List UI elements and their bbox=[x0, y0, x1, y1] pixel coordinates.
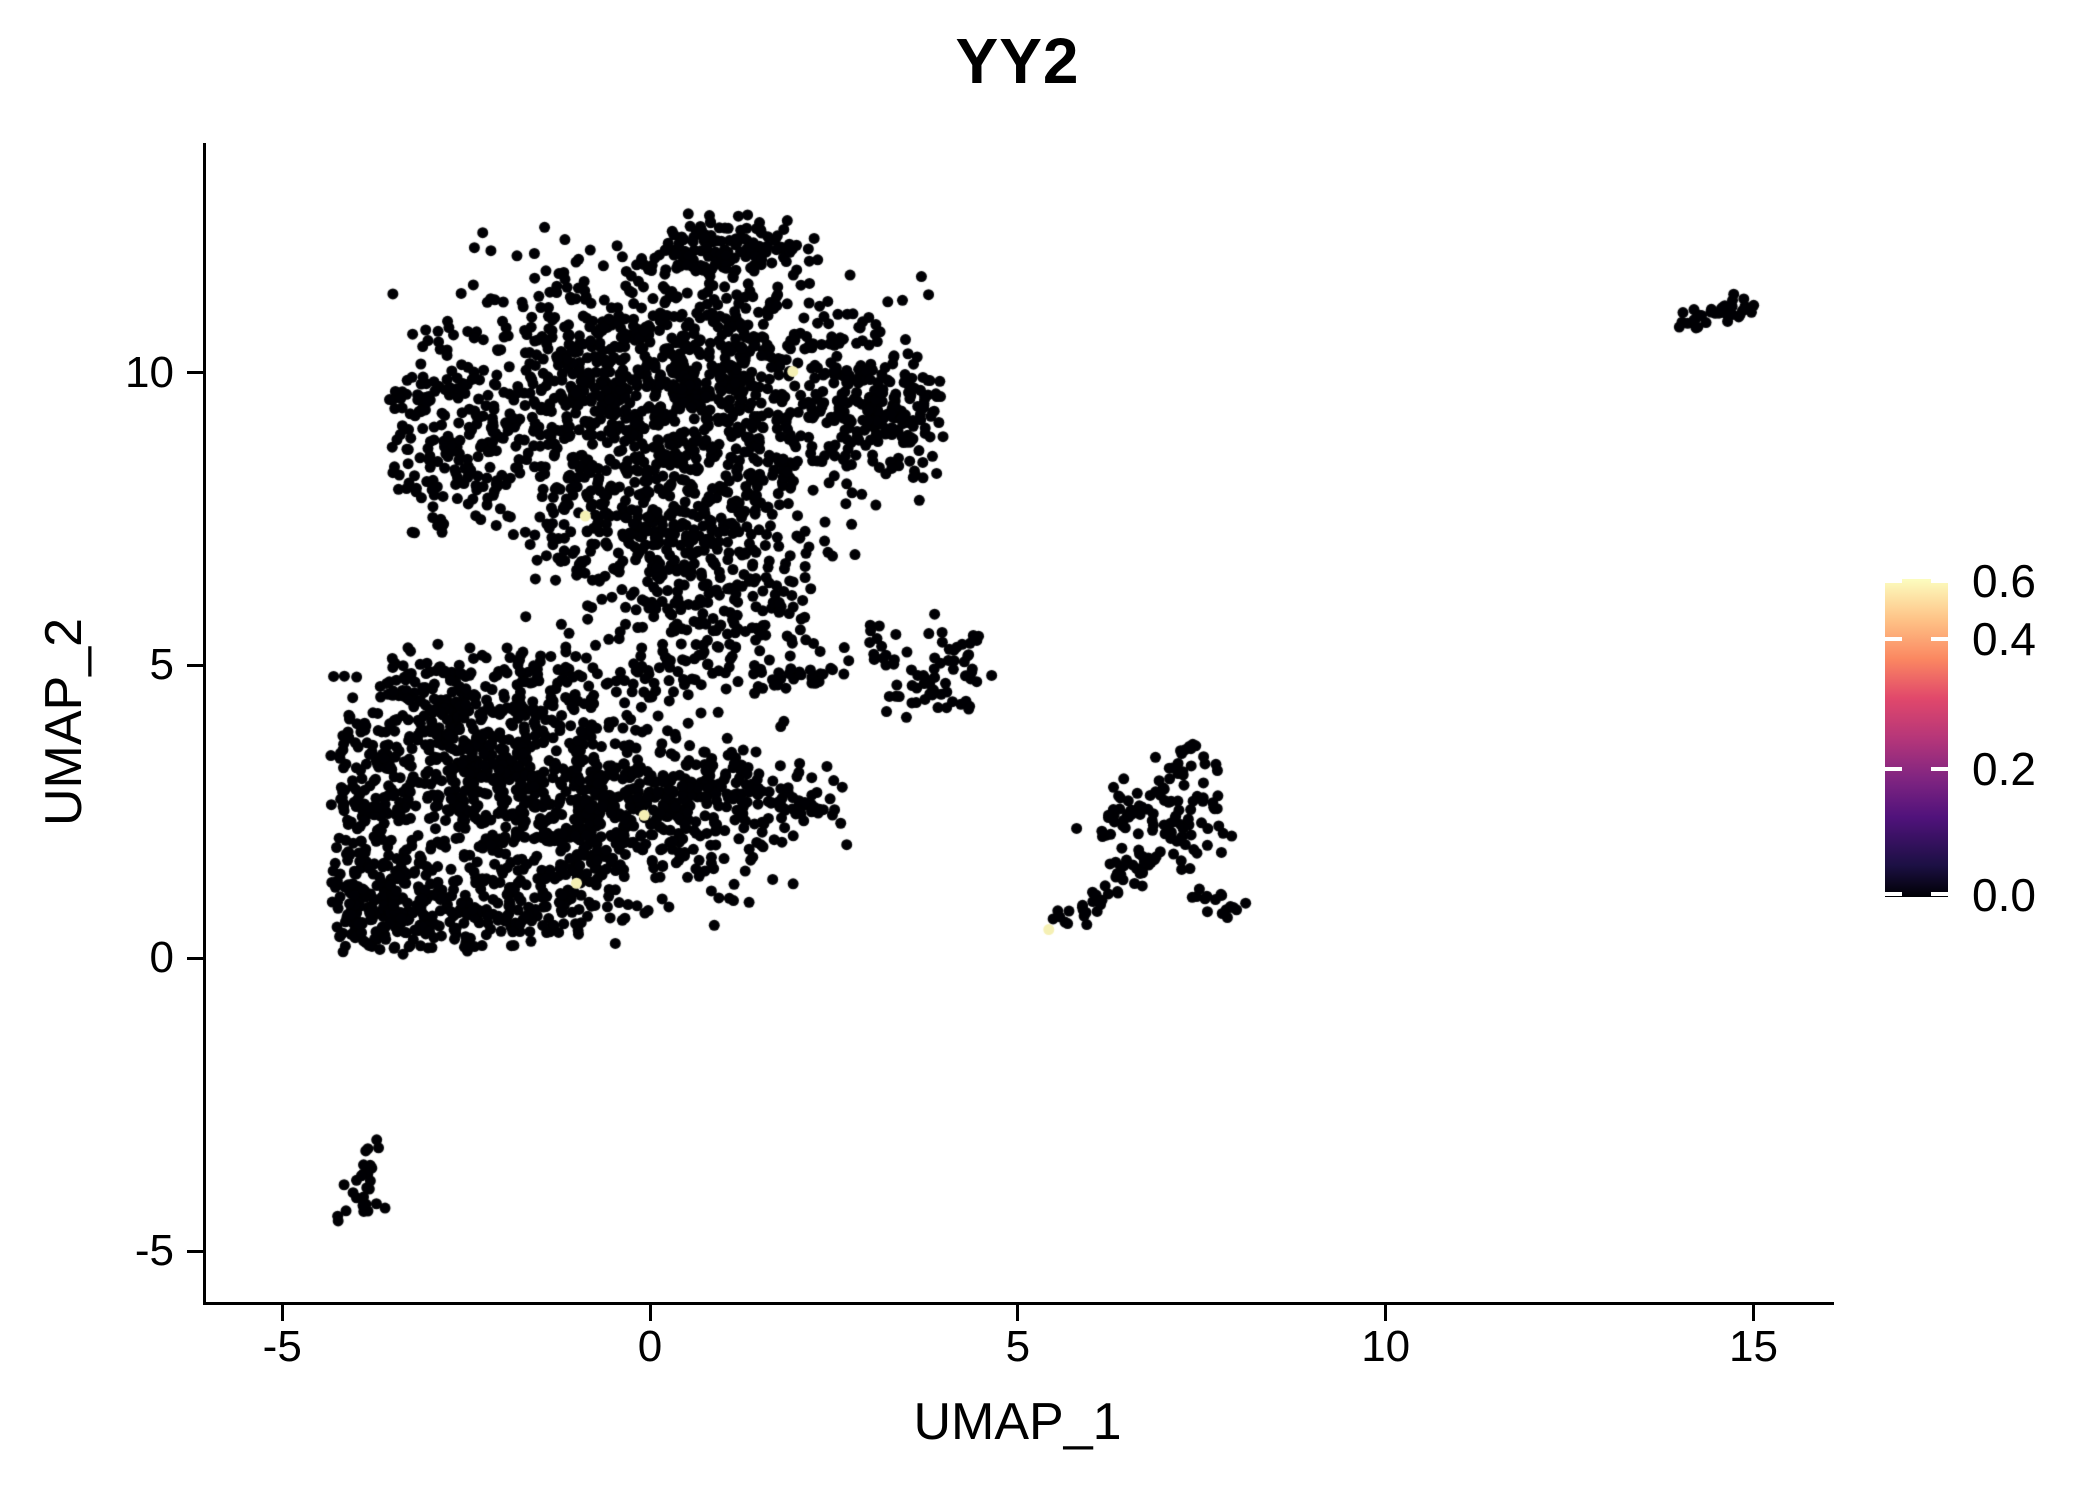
colorbar-tick-notch bbox=[1885, 579, 1902, 583]
y-tick-mark bbox=[187, 371, 203, 375]
y-axis-line bbox=[203, 143, 206, 1305]
colorbar-tick-label: 0.2 bbox=[1972, 742, 2036, 795]
colorbar-tick-notch bbox=[1885, 766, 1902, 771]
colorbar-tick-notch bbox=[1931, 892, 1948, 896]
x-tick-mark bbox=[1751, 1305, 1755, 1321]
y-tick-mark bbox=[187, 1249, 203, 1253]
colorbar-tick-label: 0.0 bbox=[1972, 869, 2036, 921]
x-tick-mark bbox=[648, 1305, 652, 1321]
x-tick-label: 0 bbox=[637, 1322, 663, 1371]
y-tick-label: 5 bbox=[149, 640, 174, 690]
x-tick-label: 5 bbox=[1005, 1322, 1031, 1371]
colorbar-tick-notch bbox=[1885, 637, 1902, 642]
colorbar-tick-notch bbox=[1885, 892, 1902, 896]
colorbar-gradient bbox=[1885, 579, 1948, 897]
colorbar-tick-notch bbox=[1931, 579, 1948, 583]
y-tick-label: -5 bbox=[134, 1226, 174, 1276]
y-tick-label: 10 bbox=[125, 347, 174, 397]
x-tick-mark bbox=[1384, 1305, 1388, 1321]
plot-title: YY2 bbox=[955, 25, 1080, 97]
y-axis-title: UMAP_2 bbox=[35, 617, 93, 827]
colorbar-tick-notch bbox=[1931, 766, 1948, 771]
x-tick-label: -5 bbox=[262, 1322, 302, 1371]
colorbar-tick-label: 0.6 bbox=[1972, 555, 2036, 607]
x-axis-line bbox=[203, 1302, 1834, 1305]
colorbar-tick-notch bbox=[1931, 637, 1948, 642]
colorbar-legend bbox=[1885, 579, 1948, 897]
x-tick-label: 10 bbox=[1361, 1322, 1411, 1371]
x-tick-label: 15 bbox=[1729, 1322, 1778, 1371]
x-tick-mark bbox=[280, 1305, 284, 1321]
y-tick-mark bbox=[187, 956, 203, 960]
y-tick-label: 0 bbox=[149, 933, 174, 983]
x-axis-title: UMAP_1 bbox=[913, 1393, 1122, 1451]
colorbar-tick-label: 0.4 bbox=[1972, 613, 2036, 666]
x-tick-mark bbox=[1016, 1305, 1020, 1321]
y-tick-mark bbox=[187, 663, 203, 667]
